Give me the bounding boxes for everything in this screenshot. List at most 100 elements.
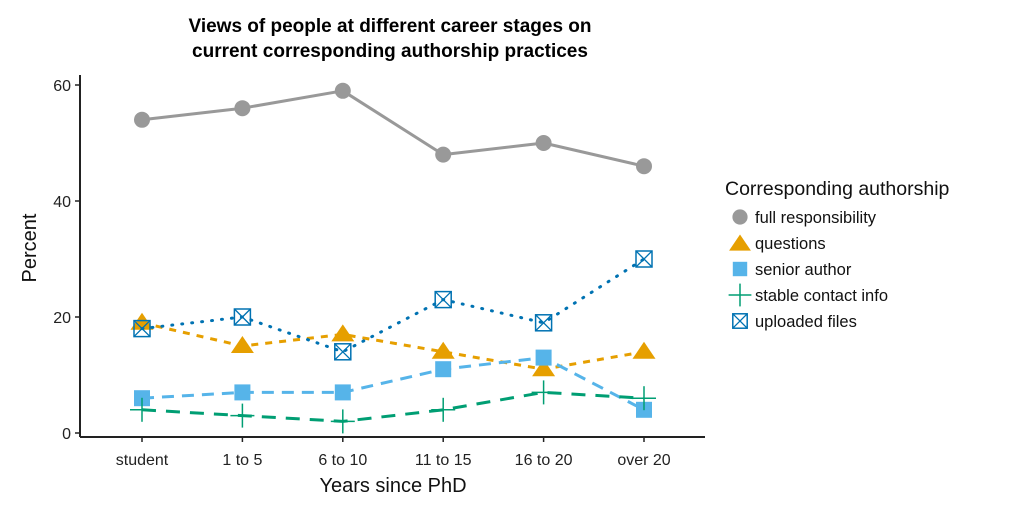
- legend-label: senior author: [755, 261, 852, 279]
- square-x-marker-box: [732, 313, 748, 329]
- data-point-questions: [230, 336, 254, 353]
- y-tick-label: 60: [53, 78, 71, 95]
- plus-marker: [230, 403, 255, 428]
- series-line-uploaded-files: [140, 257, 646, 354]
- y-tick-label: 40: [53, 194, 71, 211]
- triangle-marker: [532, 359, 556, 377]
- circle-marker: [334, 82, 351, 99]
- square-x-marker: [133, 319, 151, 338]
- series-line-senior-author: [141, 356, 645, 412]
- triangle-marker: [632, 341, 656, 359]
- series-uploaded-files: [133, 250, 653, 361]
- x-tick-label: 1 to 5: [222, 452, 262, 469]
- data-point-stable-contact-info: [330, 409, 355, 434]
- legend-label: uploaded files: [755, 313, 857, 331]
- legend-label: stable contact info: [755, 287, 888, 305]
- triangle-marker: [431, 341, 455, 359]
- square-marker: [234, 384, 251, 401]
- series-layer: [130, 82, 656, 434]
- square-x-marker-diag: [732, 313, 748, 329]
- square-x-marker-box: [434, 290, 452, 309]
- square-x-marker: [434, 290, 452, 309]
- triangle-marker: [230, 336, 254, 353]
- square-x-marker-diag: [635, 250, 653, 268]
- data-point-full-responsibility: [134, 111, 150, 128]
- square-x-marker: [732, 313, 748, 329]
- y-axis-title: Percent: [19, 213, 41, 282]
- circle-marker: [435, 146, 452, 163]
- data-point-full-responsibility: [334, 82, 351, 99]
- x-tick-label: student: [116, 452, 169, 469]
- series-questions: [130, 312, 656, 377]
- data-point-questions: [331, 324, 355, 342]
- plus-marker: [431, 397, 456, 422]
- legend: Corresponding authorship full responsibi…: [725, 178, 950, 331]
- square-x-marker-box: [233, 308, 252, 326]
- data-point-questions: [532, 359, 556, 377]
- circle-marker: [134, 111, 150, 128]
- circle-marker: [636, 158, 652, 175]
- triangle-marker: [729, 234, 751, 251]
- square-x-marker-box: [635, 250, 653, 268]
- series-senior-author: [134, 349, 652, 418]
- plus-marker: [728, 283, 752, 307]
- axes: 0 20 40 60 student 1 to 5 6 to 10 11 to 15 16 to…: [53, 75, 705, 469]
- legend-item-questions: questions: [729, 234, 826, 253]
- data-point-stable-contact-info: [431, 397, 456, 422]
- data-point-full-responsibility: [535, 135, 552, 151]
- square-x-marker-diag: [233, 308, 251, 326]
- legend-item-uploaded-files: uploaded files: [732, 313, 857, 331]
- square-marker: [334, 384, 351, 401]
- plus-marker: [531, 380, 556, 405]
- square-x-marker-box: [534, 314, 553, 332]
- data-point-uploaded-files: [534, 314, 553, 332]
- square-x-marker-diag: [334, 343, 352, 361]
- square-x-marker: [534, 314, 553, 332]
- series-line-questions: [141, 321, 645, 371]
- data-point-senior-author: [535, 349, 552, 366]
- series-line-full-responsibility: [141, 89, 645, 168]
- data-point-stable-contact-info: [632, 386, 656, 411]
- data-point-full-responsibility: [636, 158, 652, 175]
- legend-item-stable-contact-info: stable contact info: [728, 283, 888, 307]
- series-full-responsibility: [134, 82, 652, 175]
- circle-marker: [535, 135, 552, 151]
- data-point-questions: [632, 341, 656, 359]
- legend-title: Corresponding authorship: [725, 178, 950, 200]
- plus-marker: [130, 397, 154, 422]
- y-tick-label: 0: [62, 426, 71, 443]
- x-tick-label: 16 to 20: [515, 452, 573, 469]
- data-point-senior-author: [435, 361, 452, 378]
- legend-item-full-responsibility: full responsibility: [732, 209, 877, 227]
- data-point-full-responsibility: [234, 100, 251, 117]
- data-point-senior-author: [234, 384, 251, 401]
- square-marker: [732, 261, 748, 277]
- series-stable-contact-info: [130, 380, 656, 434]
- circle-marker: [234, 100, 251, 117]
- data-point-uploaded-files: [233, 308, 252, 326]
- square-marker: [435, 361, 452, 378]
- x-tick-label: over 20: [617, 452, 670, 469]
- chart-title-line-1: Views of people at different career stag…: [189, 16, 592, 37]
- data-point-stable-contact-info: [531, 380, 556, 405]
- square-x-marker: [233, 308, 252, 326]
- y-tick-label: 20: [53, 310, 71, 327]
- square-x-marker-box: [334, 343, 352, 361]
- series-line-stable-contact-info: [141, 390, 645, 423]
- square-x-marker-diag: [535, 314, 553, 332]
- square-x-marker-diag: [133, 320, 151, 338]
- plus-marker: [330, 409, 355, 434]
- x-tick-label: 11 to 15: [415, 452, 472, 469]
- data-point-full-responsibility: [435, 146, 452, 163]
- square-marker: [535, 349, 552, 366]
- legend-label: questions: [755, 235, 826, 253]
- data-point-stable-contact-info: [230, 403, 255, 428]
- circle-marker: [732, 209, 748, 225]
- legend-label: full responsibility: [755, 209, 877, 227]
- triangle-marker: [331, 324, 355, 342]
- legend-item-senior-author: senior author: [732, 261, 852, 279]
- x-axis-title: Years since PhD: [319, 475, 466, 497]
- data-point-uploaded-files: [334, 343, 352, 361]
- chart-title-line-2: current corresponding authorship practic…: [192, 41, 588, 62]
